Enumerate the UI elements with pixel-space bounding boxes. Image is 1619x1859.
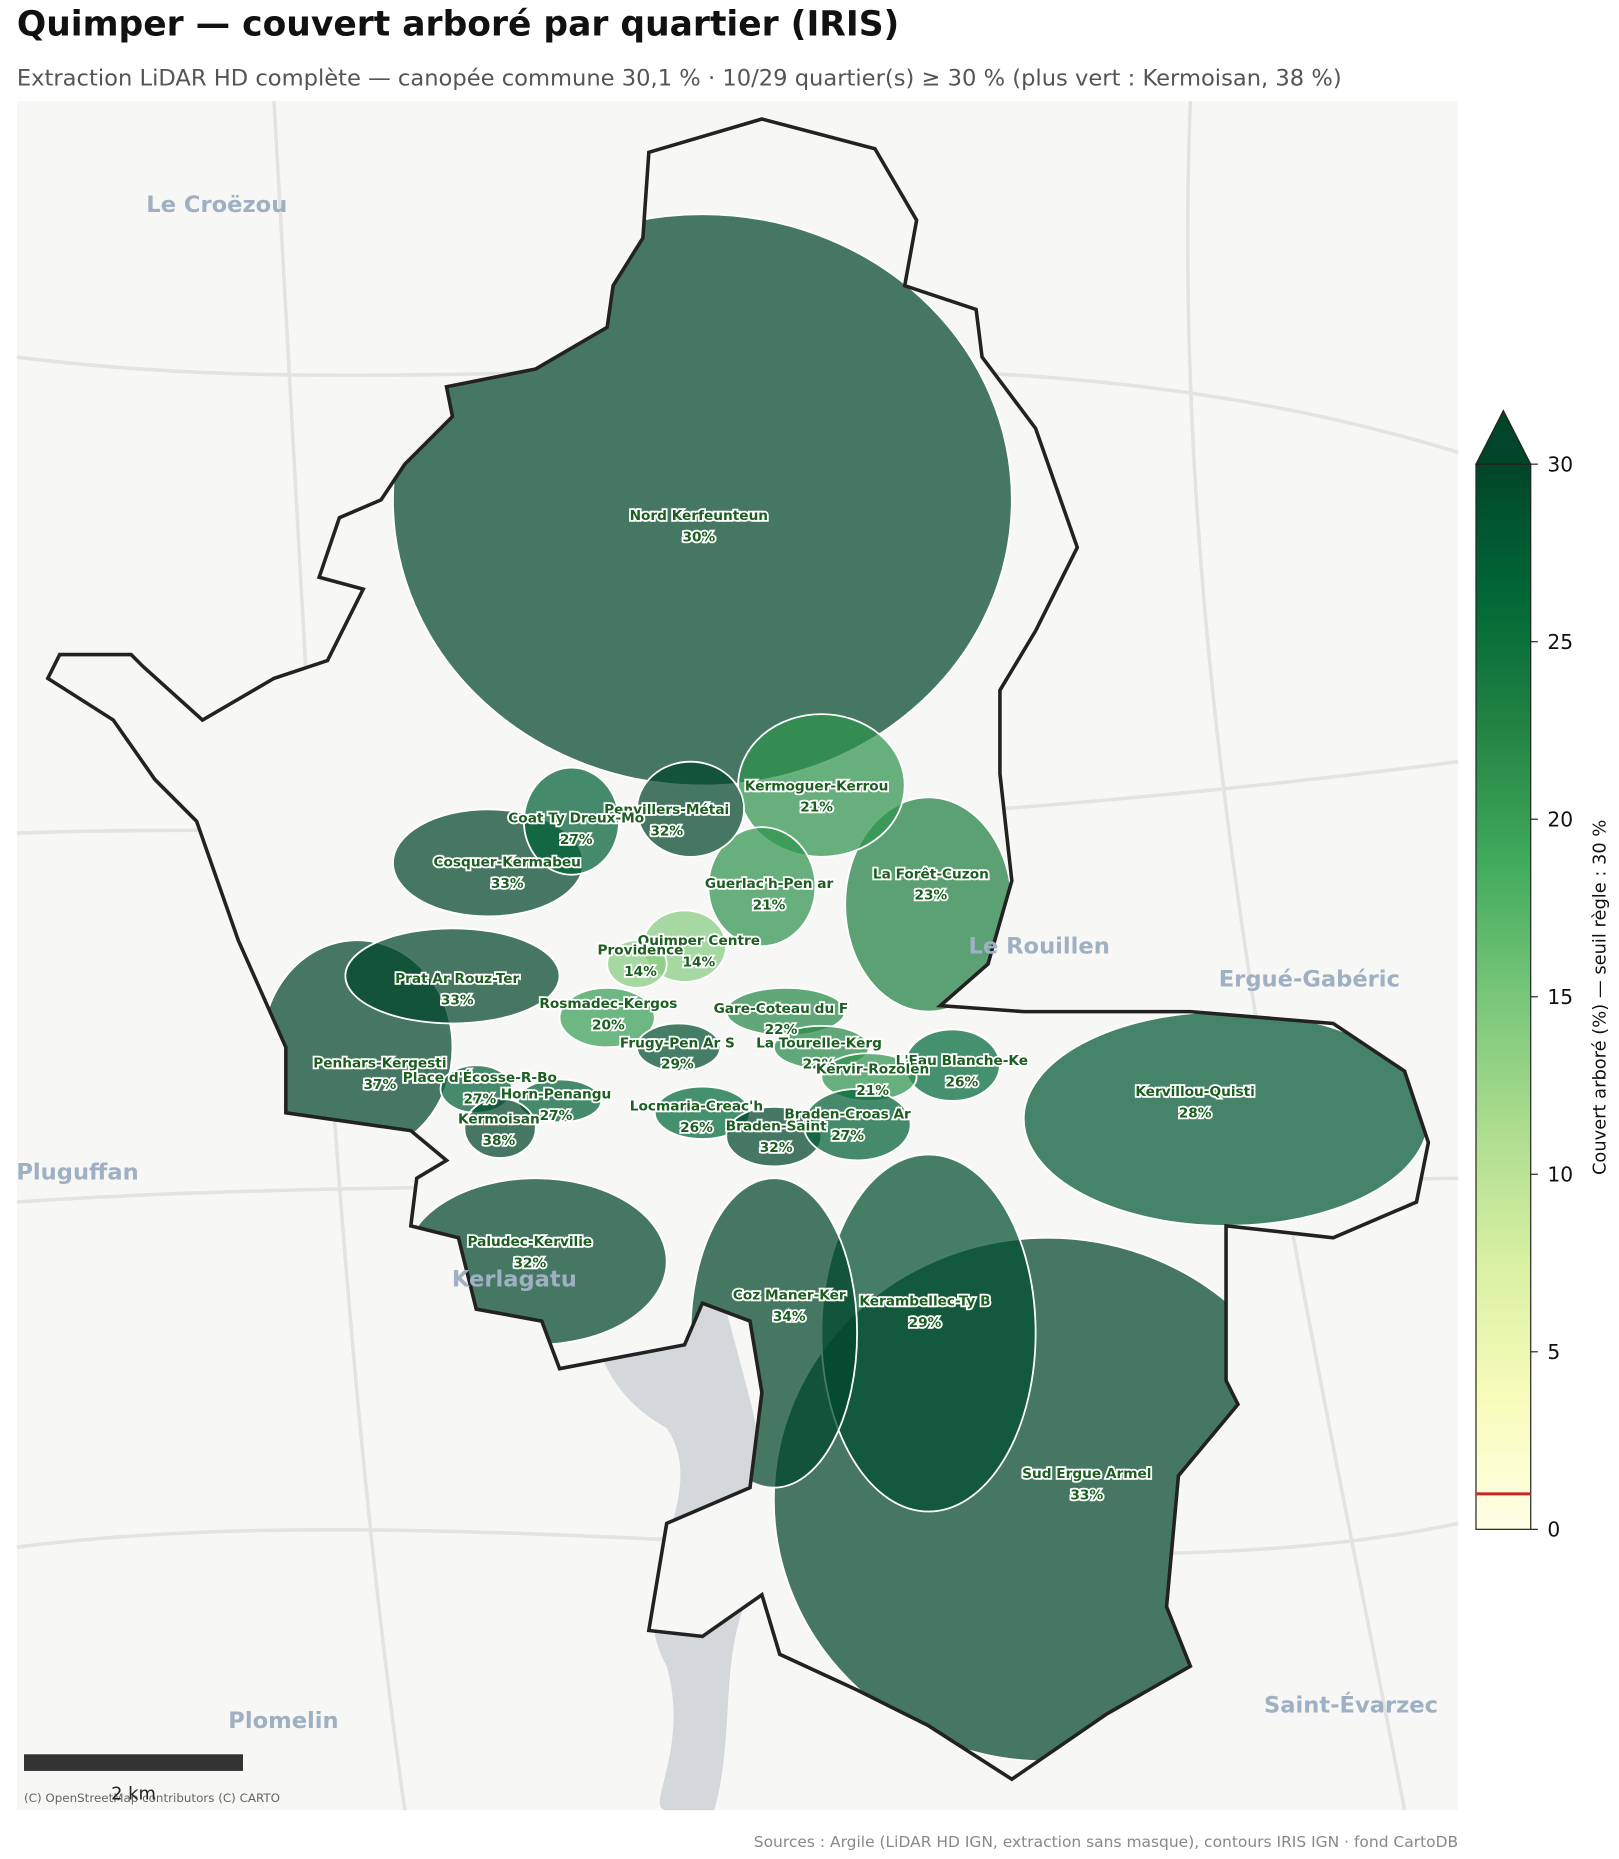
district (558, 986, 656, 1049)
district-name: Paludec-Kervilie (467, 1234, 592, 1250)
district-name: Penvillers-Métai (604, 802, 729, 818)
district-name: Rosmadec-Kergos (539, 996, 677, 1012)
district-name: Place d'Écosse-R-Bo (403, 1068, 557, 1086)
district-name: Kervir-Rozolen (816, 1062, 929, 1078)
colorbar-tick-label: 15 (1547, 985, 1573, 1009)
place-name: Saint-Évarzec (1264, 1691, 1438, 1719)
district (636, 760, 745, 858)
place-name: Pluguffan (16, 1159, 138, 1185)
district-name: Penhars-Kergesti (313, 1056, 446, 1072)
colorbar-tick-label: 25 (1547, 630, 1573, 654)
district (636, 1022, 722, 1073)
district-name: L'Eau Blanche-Ke (896, 1053, 1028, 1069)
district-value: 22% (765, 1022, 798, 1038)
district-value: 37% (363, 1077, 396, 1093)
sources: Sources : Argile (LiDAR HD IGN, extracti… (754, 1833, 1458, 1851)
place-name: Kerlagatu (452, 1267, 577, 1293)
colorbar-tick-label: 30 (1547, 452, 1573, 476)
district-value: 33% (1070, 1488, 1103, 1504)
district (344, 927, 561, 1025)
colorbar-tick-label: 20 (1547, 807, 1573, 831)
district-labels: Nord Kerfeunteun 30% Sud Ergue Armel 33% Ker… (311, 506, 1256, 1505)
place-name: Le Croëzou (146, 192, 287, 218)
district-name: La Forêt-Cuzon (873, 866, 989, 882)
district (606, 939, 668, 989)
colorbar-extend (1475, 409, 1532, 465)
colorbar-label: Couvert arboré (%) — seuil règle : 30 % (1590, 820, 1611, 1175)
district-name: Kermoisan (458, 1111, 540, 1127)
district (802, 1088, 912, 1162)
scale-bar-label: 2 km (111, 1783, 156, 1804)
district (463, 1097, 537, 1159)
district-name: Nord Kerfeunteun (630, 508, 768, 524)
place-name: Ergué-Gabéric (1219, 967, 1400, 993)
district-value: 32% (650, 823, 683, 839)
district-name: Braden-Croas Ar (784, 1107, 911, 1123)
district-value: 29% (909, 1315, 942, 1331)
district-name: Frugy-Pen Ar S (620, 1035, 735, 1051)
district-value: 27% (560, 832, 593, 848)
district-value: 32% (760, 1140, 793, 1156)
district-value: 20% (592, 1017, 625, 1033)
district-value: 32% (513, 1256, 546, 1272)
colorbar (1475, 464, 1531, 1530)
district-name: Sud Ergue Armel (1022, 1466, 1151, 1482)
district-name: Guerlac'h-Pen ar (705, 876, 834, 892)
colorbar-tick-label: 0 (1547, 1517, 1560, 1541)
district-name: Quimper Centre (638, 933, 760, 949)
district-value: 14% (624, 964, 657, 980)
district-name: Coat Ty Dreux-Mo (508, 810, 644, 826)
subtitle: Extraction LiDAR HD complète — canopée c… (17, 66, 1342, 92)
colorbar-tick-label: 10 (1547, 1162, 1573, 1186)
district (517, 1078, 603, 1124)
district-value: 27% (540, 1108, 573, 1124)
district-value: 38% (483, 1133, 516, 1149)
district (522, 766, 620, 876)
place-name: Plomelin (228, 1708, 338, 1734)
attribution: (C) OpenStreetMap contributors (C) CARTO (24, 1791, 280, 1805)
district-name: Locmaria-Creac'h (630, 1098, 763, 1114)
district-value: 34% (773, 1309, 806, 1325)
district-value: 29% (661, 1057, 694, 1073)
colorbar-tick-label: 5 (1547, 1340, 1560, 1364)
place-name: Le Rouillen (969, 933, 1110, 959)
district-name: Braden-Saint (726, 1119, 827, 1135)
district (707, 826, 817, 948)
district-name: Gare-Coteau du F (714, 1001, 849, 1017)
district-value: 21% (856, 1083, 889, 1099)
district-value: 27% (463, 1091, 496, 1107)
district-value: 28% (1179, 1106, 1212, 1122)
district-name: Horn-Penangu (501, 1087, 611, 1103)
district-value: 21% (800, 800, 833, 816)
district-value: 30% (682, 530, 715, 546)
district-value: 26% (680, 1120, 713, 1136)
scale-bar (24, 1754, 243, 1771)
district-value: 14% (682, 954, 715, 970)
district-name: Cosquer-Kermabeu (433, 854, 580, 870)
district-name: Prat Ar Rouz-Ter (395, 971, 519, 987)
district-value: 22% (803, 1057, 836, 1073)
district-name: Coz Maner-Ker (733, 1288, 846, 1304)
place-names: Le Croëzou Le Rouillen Ergué-Gabéric Pluguf… (16, 192, 1438, 1734)
district-name: Kerambellec-Ty B (859, 1294, 990, 1310)
district-value: 26% (945, 1075, 978, 1091)
district-name: La Tourelle-Kerg (756, 1035, 882, 1051)
district (737, 713, 906, 858)
district-value: 33% (441, 992, 474, 1008)
district-value: 27% (831, 1128, 864, 1144)
district-value: 33% (491, 876, 524, 892)
district-value: 23% (915, 888, 948, 904)
district-name: Providence (598, 942, 684, 958)
colorbar-axis: 0 5 10 15 20 25 30 (1475, 452, 1573, 1541)
district-name: Kermoguer-Kerrou (745, 778, 888, 794)
title: Quimper — couvert arboré par quartier (I… (17, 5, 899, 45)
district-name: Kervillou-Quisti (1135, 1084, 1255, 1100)
district-value: 21% (753, 897, 786, 913)
